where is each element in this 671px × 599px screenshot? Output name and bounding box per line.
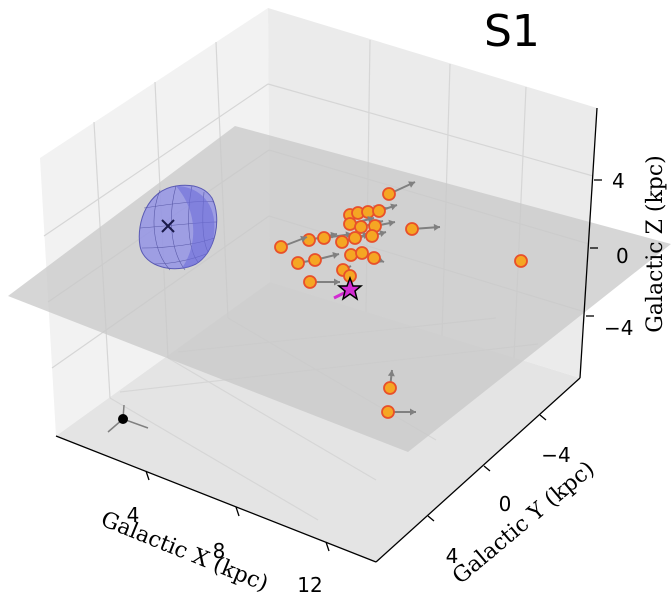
point-marker — [344, 248, 358, 262]
point-marker — [514, 254, 528, 268]
arrow-head — [410, 408, 416, 416]
scatter-point — [317, 231, 353, 245]
scatter-point — [308, 252, 340, 267]
x-axis-label: Galactic X (kpc) — [97, 507, 271, 597]
arrow-head — [379, 230, 386, 238]
arrow-head — [433, 223, 440, 231]
point-marker — [274, 240, 288, 254]
point-marker — [372, 204, 386, 218]
point-marker — [383, 381, 397, 395]
z-tick-label-1: 0 — [616, 244, 629, 268]
point-marker — [354, 220, 368, 234]
point-marker — [317, 231, 331, 245]
point-marker — [382, 187, 396, 201]
star-marker — [333, 275, 364, 301]
y-tick-label-1: 0 — [499, 492, 512, 516]
arrow-head — [332, 252, 339, 259]
scatter-point — [405, 222, 441, 236]
origin-marker — [107, 404, 149, 433]
x-icon — [161, 219, 175, 233]
scatter-point — [274, 235, 308, 254]
scatter-point — [367, 251, 385, 265]
point-marker — [365, 229, 379, 243]
z-axis: 4 0 −4 Galactic Z (kpc) — [579, 107, 668, 379]
y-tick-label-0: −4 — [541, 443, 570, 467]
point-marker — [343, 217, 357, 231]
z-tick-label-2: −4 — [604, 316, 633, 340]
star-icon — [336, 275, 364, 301]
ellipsoid — [138, 184, 218, 271]
arrow-head — [345, 231, 352, 239]
point-marker — [303, 275, 317, 289]
point-marker — [348, 231, 362, 245]
arrow-head — [408, 181, 415, 188]
point-marker — [302, 233, 316, 247]
chart-title: S1 — [484, 6, 540, 57]
dot-icon — [118, 414, 128, 424]
x-tick-label-2: 12 — [297, 573, 322, 597]
arrow-head — [390, 203, 397, 211]
arrow-head — [388, 219, 395, 227]
scatter-point — [383, 369, 397, 395]
point-marker — [367, 251, 381, 265]
x-tick-label-1: 8 — [213, 539, 226, 563]
scatter-point — [365, 229, 387, 243]
point-marker — [405, 222, 419, 236]
arrow-head — [334, 278, 340, 286]
point-marker — [381, 405, 395, 419]
point-marker — [355, 246, 369, 260]
z-tick-label-0: 4 — [612, 169, 625, 193]
scatter-point — [303, 275, 340, 289]
scatter-point — [381, 405, 416, 419]
point-marker — [335, 235, 349, 249]
scatter-point — [382, 181, 416, 201]
scatter-point — [372, 203, 398, 218]
data-points — [274, 181, 528, 419]
point-marker — [308, 253, 322, 267]
arrow-head — [300, 235, 307, 243]
y-tick-label-2: 4 — [446, 544, 459, 568]
arrow-head — [387, 370, 395, 377]
z-axis-label: Galactic Z (kpc) — [643, 155, 668, 333]
scatter-point — [355, 246, 369, 260]
point-marker — [291, 256, 305, 270]
x-tick-label-0: 4 — [127, 503, 140, 527]
scatter-point — [514, 254, 528, 268]
arrow-head — [367, 216, 374, 223]
